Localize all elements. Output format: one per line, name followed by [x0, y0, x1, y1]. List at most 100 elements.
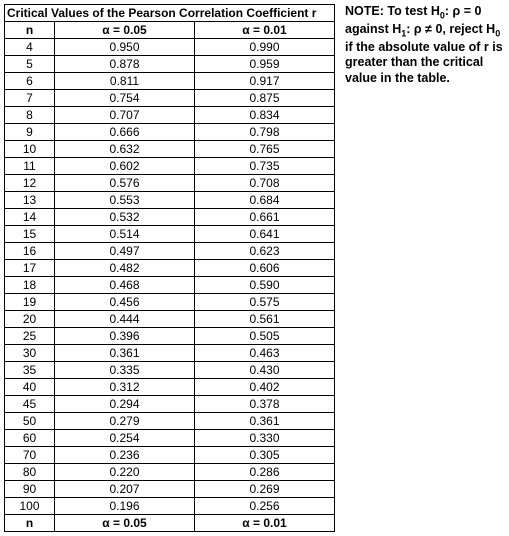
cell-alpha05: 0.207 — [55, 481, 195, 498]
table-row: 60.8110.917 — [5, 73, 335, 90]
cell-n: 12 — [5, 175, 55, 192]
cell-alpha01: 0.735 — [195, 158, 335, 175]
col-header-alpha05: α = 0.05 — [55, 22, 195, 39]
critical-values-table: Critical Values of the Pearson Correlati… — [4, 4, 335, 532]
table-row: 180.4680.590 — [5, 277, 335, 294]
cell-alpha05: 0.878 — [55, 56, 195, 73]
cell-alpha05: 0.220 — [55, 464, 195, 481]
table-footer-row: n α = 0.05 α = 0.01 — [5, 515, 335, 532]
cell-alpha05: 0.950 — [55, 39, 195, 56]
footer-n: n — [5, 515, 55, 532]
table-row: 40.9500.990 — [5, 39, 335, 56]
cell-alpha01: 0.305 — [195, 447, 335, 464]
cell-alpha01: 0.990 — [195, 39, 335, 56]
table-row: 1000.1960.256 — [5, 498, 335, 515]
cell-alpha01: 0.959 — [195, 56, 335, 73]
cell-alpha05: 0.811 — [55, 73, 195, 90]
table-header-row: n α = 0.05 α = 0.01 — [5, 22, 335, 39]
cell-alpha01: 0.875 — [195, 90, 335, 107]
cell-alpha05: 0.632 — [55, 141, 195, 158]
cell-alpha01: 0.834 — [195, 107, 335, 124]
cell-n: 11 — [5, 158, 55, 175]
table-row: 450.2940.378 — [5, 396, 335, 413]
cell-n: 19 — [5, 294, 55, 311]
table-row: 400.3120.402 — [5, 379, 335, 396]
col-header-alpha01: α = 0.01 — [195, 22, 335, 39]
table-row: 900.2070.269 — [5, 481, 335, 498]
cell-n: 80 — [5, 464, 55, 481]
cell-n: 15 — [5, 226, 55, 243]
cell-n: 70 — [5, 447, 55, 464]
table-title-row: Critical Values of the Pearson Correlati… — [5, 5, 335, 22]
table-row: 700.2360.305 — [5, 447, 335, 464]
cell-alpha05: 0.196 — [55, 498, 195, 515]
cell-alpha05: 0.553 — [55, 192, 195, 209]
cell-alpha05: 0.444 — [55, 311, 195, 328]
cell-alpha05: 0.335 — [55, 362, 195, 379]
cell-n: 35 — [5, 362, 55, 379]
cell-alpha01: 0.402 — [195, 379, 335, 396]
cell-alpha05: 0.666 — [55, 124, 195, 141]
cell-alpha05: 0.279 — [55, 413, 195, 430]
cell-n: 4 — [5, 39, 55, 56]
cell-alpha01: 0.765 — [195, 141, 335, 158]
cell-alpha01: 0.606 — [195, 260, 335, 277]
table-row: 90.6660.798 — [5, 124, 335, 141]
cell-alpha01: 0.708 — [195, 175, 335, 192]
cell-n: 10 — [5, 141, 55, 158]
cell-alpha05: 0.707 — [55, 107, 195, 124]
table-row: 250.3960.505 — [5, 328, 335, 345]
note-text: NOTE: To test H0: ρ = 0 against H1: ρ ≠ … — [345, 4, 503, 86]
cell-n: 60 — [5, 430, 55, 447]
table-row: 50.8780.959 — [5, 56, 335, 73]
cell-alpha01: 0.575 — [195, 294, 335, 311]
cell-alpha05: 0.514 — [55, 226, 195, 243]
cell-alpha05: 0.456 — [55, 294, 195, 311]
cell-alpha05: 0.468 — [55, 277, 195, 294]
cell-alpha05: 0.532 — [55, 209, 195, 226]
cell-alpha01: 0.286 — [195, 464, 335, 481]
table-row: 120.5760.708 — [5, 175, 335, 192]
cell-alpha05: 0.497 — [55, 243, 195, 260]
cell-alpha01: 0.269 — [195, 481, 335, 498]
table-row: 140.5320.661 — [5, 209, 335, 226]
cell-alpha05: 0.576 — [55, 175, 195, 192]
cell-alpha01: 0.684 — [195, 192, 335, 209]
cell-alpha05: 0.236 — [55, 447, 195, 464]
cell-n: 8 — [5, 107, 55, 124]
footer-alpha05: α = 0.05 — [55, 515, 195, 532]
table-row: 500.2790.361 — [5, 413, 335, 430]
cell-n: 100 — [5, 498, 55, 515]
cell-alpha01: 0.917 — [195, 73, 335, 90]
cell-alpha05: 0.312 — [55, 379, 195, 396]
table-row: 110.6020.735 — [5, 158, 335, 175]
cell-alpha01: 0.641 — [195, 226, 335, 243]
table-row: 600.2540.330 — [5, 430, 335, 447]
cell-n: 50 — [5, 413, 55, 430]
cell-alpha05: 0.361 — [55, 345, 195, 362]
cell-n: 20 — [5, 311, 55, 328]
cell-alpha05: 0.482 — [55, 260, 195, 277]
col-header-n: n — [5, 22, 55, 39]
table-row: 300.3610.463 — [5, 345, 335, 362]
cell-alpha05: 0.602 — [55, 158, 195, 175]
cell-alpha05: 0.294 — [55, 396, 195, 413]
cell-alpha05: 0.396 — [55, 328, 195, 345]
cell-alpha01: 0.623 — [195, 243, 335, 260]
cell-n: 6 — [5, 73, 55, 90]
cell-n: 90 — [5, 481, 55, 498]
table-row: 160.4970.623 — [5, 243, 335, 260]
table-row: 200.4440.561 — [5, 311, 335, 328]
cell-alpha01: 0.661 — [195, 209, 335, 226]
table-row: 70.7540.875 — [5, 90, 335, 107]
cell-alpha01: 0.330 — [195, 430, 335, 447]
cell-n: 5 — [5, 56, 55, 73]
table-row: 190.4560.575 — [5, 294, 335, 311]
table-body: 40.9500.99050.8780.95960.8110.91770.7540… — [5, 39, 335, 515]
table-row: 800.2200.286 — [5, 464, 335, 481]
table-row: 130.5530.684 — [5, 192, 335, 209]
cell-n: 40 — [5, 379, 55, 396]
table-row: 350.3350.430 — [5, 362, 335, 379]
cell-n: 9 — [5, 124, 55, 141]
cell-n: 25 — [5, 328, 55, 345]
